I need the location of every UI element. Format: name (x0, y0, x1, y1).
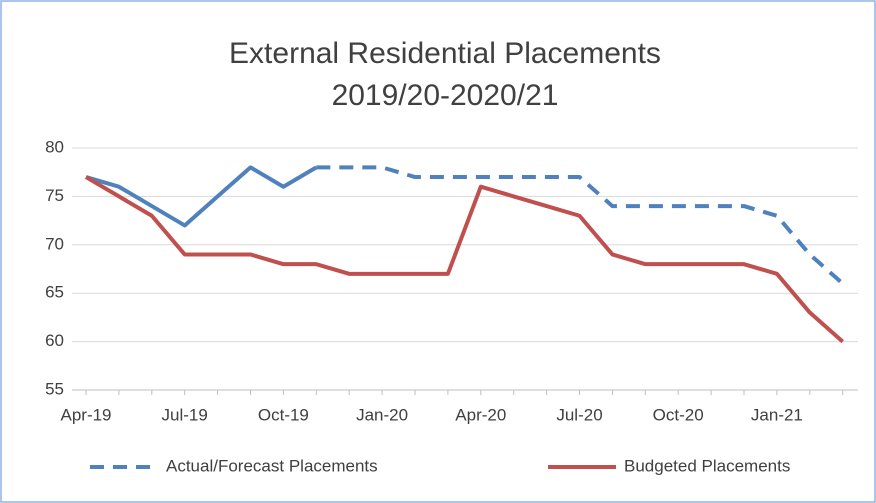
y-tick-label: 55 (45, 379, 64, 398)
x-tick-label: Apr-19 (60, 405, 111, 424)
y-tick-label: 60 (45, 331, 64, 350)
x-tick-label: Apr-20 (455, 405, 506, 424)
x-tick-label: Jul-20 (556, 405, 602, 424)
chart-title: External Residential Placements (229, 37, 661, 70)
legend-label: Actual/Forecast Placements (166, 456, 378, 475)
y-tick-label: 70 (45, 234, 64, 253)
series-line (316, 165, 845, 286)
legend-label: Budgeted Placements (624, 456, 790, 475)
y-tick-label: 65 (45, 283, 64, 302)
chart-title: 2019/20-2020/21 (332, 79, 559, 112)
series-line (85, 165, 318, 228)
x-tick-label: Jan-20 (356, 405, 408, 424)
x-tick-label: Jan-21 (751, 405, 803, 424)
series-line (84, 175, 845, 344)
y-tick-label: 80 (45, 137, 64, 156)
x-tick-label: Oct-20 (653, 405, 704, 424)
x-tick-label: Jul-19 (162, 405, 208, 424)
x-tick-label: Oct-19 (258, 405, 309, 424)
y-tick-label: 75 (45, 186, 64, 205)
